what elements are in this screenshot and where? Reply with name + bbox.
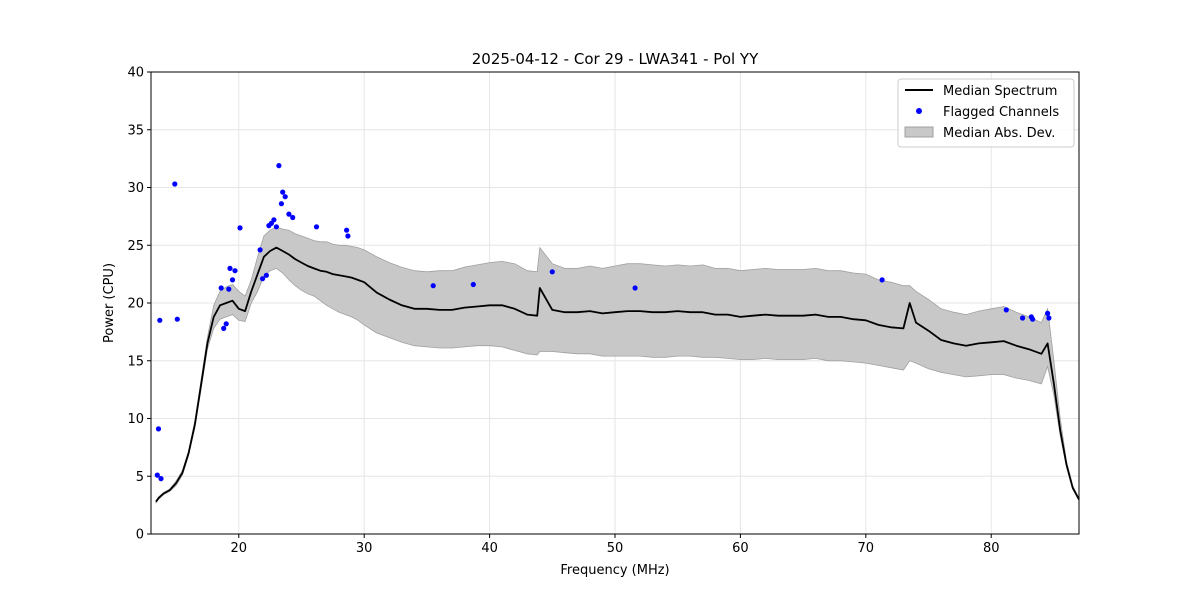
x-tick-label: 50 <box>607 541 624 556</box>
flagged-channel-point <box>157 317 163 323</box>
flagged-channel-point <box>1030 316 1036 322</box>
flagged-channel-point <box>172 181 178 187</box>
flagged-channel-point <box>257 247 263 253</box>
y-axis-ticks: 0 5 10 15 20 25 30 35 40 <box>127 66 151 543</box>
y-tick-label: 30 <box>127 181 144 196</box>
x-tick-label: 20 <box>231 541 248 556</box>
flagged-channel-point <box>155 426 162 432</box>
flagged-channel-point <box>549 269 555 275</box>
legend-flagged-label: Flagged Channels <box>943 105 1059 120</box>
flagged-channel-point <box>430 283 436 289</box>
flagged-channel-point <box>278 201 284 207</box>
flagged-channel-point <box>344 227 350 233</box>
y-tick-label: 35 <box>127 123 144 138</box>
flagged-channel-point <box>286 211 292 217</box>
flagged-channel-point <box>313 224 320 230</box>
flagged-channel-point <box>260 276 266 282</box>
y-tick-label: 15 <box>127 354 144 369</box>
median-spectrum-line <box>155 246 1080 503</box>
flagged-channel-point <box>273 224 279 230</box>
flagged-channel-point <box>263 272 269 278</box>
y-tick-label: 40 <box>127 66 144 81</box>
y-tick-label: 0 <box>136 528 144 543</box>
flagged-channel-point <box>227 265 233 271</box>
flagged-channel-point <box>345 233 351 239</box>
flagged-channel-point <box>1045 310 1051 316</box>
flagged-channel-point <box>158 476 164 482</box>
flagged-channel-point <box>226 286 232 292</box>
flagged-channel-point <box>879 277 885 283</box>
x-axis-label: Frequency (MHz) <box>560 563 669 578</box>
flagged-channel-point <box>221 325 227 331</box>
flagged-channel-point <box>237 225 243 231</box>
flagged-channel-point <box>232 268 238 274</box>
flagged-channel-point <box>632 285 638 291</box>
legend-median-label: Median Spectrum <box>943 84 1057 99</box>
x-tick-label: 30 <box>356 541 373 556</box>
y-axis-label: Power (CPU) <box>102 263 117 343</box>
chart-title: 2025-04-12 - Cor 29 - LWA341 - Pol YY <box>472 50 759 68</box>
flagged-channel-point <box>1020 315 1026 321</box>
legend-box <box>897 78 1075 148</box>
legend-mad-swatch <box>904 126 934 138</box>
legend-flagged-swatch <box>916 108 922 114</box>
y-tick-label: 25 <box>127 239 144 254</box>
flagged-points-layer <box>154 163 1052 482</box>
mad-band-layer <box>155 226 1080 505</box>
legend-mad-label: Median Abs. Dev. <box>943 126 1055 141</box>
flagged-channel-point <box>1003 307 1009 313</box>
flagged-channel-point <box>1046 315 1052 321</box>
flagged-channel-point <box>276 163 282 169</box>
flagged-channel-point <box>470 281 476 288</box>
flagged-channel-point <box>290 214 296 221</box>
y-tick-label: 20 <box>127 297 144 312</box>
y-tick-label: 5 <box>136 470 144 485</box>
x-tick-label: 60 <box>732 541 749 556</box>
median-line-layer <box>155 246 1080 503</box>
x-tick-label: 40 <box>481 541 498 556</box>
x-tick-label: 70 <box>858 541 875 556</box>
flagged-channel-point <box>174 316 180 322</box>
flagged-channel-point <box>280 189 286 195</box>
flagged-channel-point <box>218 285 224 291</box>
flagged-channel-point <box>271 217 277 223</box>
flagged-channel-point <box>229 277 236 283</box>
flagged-channel-point <box>223 321 229 327</box>
x-tick-label: 80 <box>983 541 1000 556</box>
flagged-channel-point <box>282 194 288 200</box>
flagged-channel-point <box>154 472 160 478</box>
mad-band <box>155 226 1080 505</box>
y-tick-label: 10 <box>127 412 144 427</box>
legend: Median Spectrum Flagged Channels Median … <box>897 78 1075 148</box>
x-axis-ticks: 20 30 40 50 60 70 80 <box>231 534 1000 556</box>
